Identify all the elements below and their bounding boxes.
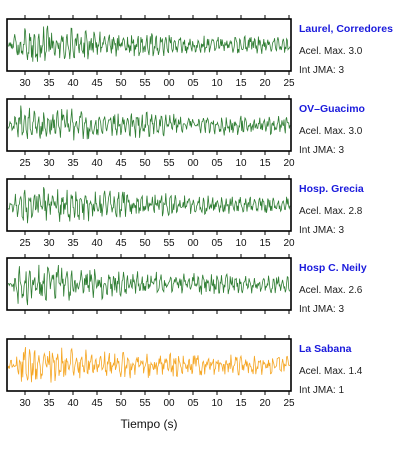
acel-max-label: Acel. Max. 2.8 <box>299 206 363 217</box>
tick-label: 40 <box>91 158 103 169</box>
tick-label: 20 <box>283 158 295 169</box>
panel-3: 25 30 35 40 45 50 55 00 05 10 15 20 Hosp. Grecia Acel… <box>6 175 364 249</box>
tick-label: 15 <box>235 78 247 89</box>
acel-max-label: Acel. Max. 1.4 <box>299 366 363 377</box>
tick-label: 10 <box>211 398 223 409</box>
station-name: OV–Guacimo <box>299 103 365 115</box>
panel-4: Hosp C. Neily Acel. Max. 2.6 Int JMA: 3 <box>6 254 367 315</box>
tick-label: 00 <box>163 78 175 89</box>
tick-label: 20 <box>283 238 295 249</box>
tick-label: 50 <box>139 238 151 249</box>
tick-label: 30 <box>43 158 55 169</box>
waveform-trace <box>7 105 291 141</box>
tick-label: 10 <box>211 78 223 89</box>
tick-label: 30 <box>43 238 55 249</box>
int-jma-label: Int JMA: 3 <box>299 304 344 315</box>
tick-label: 00 <box>187 158 199 169</box>
panel-frame <box>6 338 292 392</box>
tick-label: 25 <box>19 238 31 249</box>
station-name: Hosp. Grecia <box>299 183 364 195</box>
tick-label: 35 <box>67 238 79 249</box>
station-name: Hosp C. Neily <box>299 262 367 274</box>
tick-label: 30 <box>19 398 31 409</box>
tick-label: 50 <box>139 158 151 169</box>
tick-label: 40 <box>91 238 103 249</box>
tick-label: 20 <box>259 398 271 409</box>
tick-label: 10 <box>235 158 247 169</box>
tick-label: 25 <box>19 158 31 169</box>
tick-label: 40 <box>67 78 79 89</box>
acel-max-label: Acel. Max. 3.0 <box>299 46 363 57</box>
tick-label: 15 <box>235 398 247 409</box>
tick-label: 35 <box>43 78 55 89</box>
tick-label: 45 <box>91 78 103 89</box>
tick-label: 20 <box>259 78 271 89</box>
panel-frame <box>6 98 292 152</box>
tick-label: 15 <box>259 158 271 169</box>
tick-label: 35 <box>43 398 55 409</box>
tick-label: 35 <box>67 158 79 169</box>
acel-max-label: Acel. Max. 2.6 <box>299 285 363 296</box>
waveform-trace <box>8 264 291 306</box>
int-jma-label: Int JMA: 1 <box>299 385 344 396</box>
panels-group: 30 35 40 45 50 55 00 05 10 15 20 25 Laurel, Corredor… <box>6 15 393 409</box>
waveform-trace <box>7 187 291 224</box>
tick-label: 00 <box>163 398 175 409</box>
tick-label: 50 <box>115 78 127 89</box>
panel-frame <box>6 178 292 232</box>
tick-label: 05 <box>187 78 199 89</box>
panel-5: 30 35 40 45 50 55 00 05 10 15 20 25 La Sabana Acel. M… <box>6 335 363 409</box>
tick-label: 30 <box>19 78 31 89</box>
tick-label: 55 <box>139 398 151 409</box>
tick-label: 15 <box>259 238 271 249</box>
panel-frame <box>6 18 292 72</box>
panel-frame <box>6 257 292 311</box>
tick-label: 10 <box>235 238 247 249</box>
tick-label: 25 <box>283 398 295 409</box>
int-jma-label: Int JMA: 3 <box>299 225 344 236</box>
tick-label: 45 <box>115 238 127 249</box>
tick-label: 25 <box>283 78 295 89</box>
panel-2: 25 30 35 40 45 50 55 00 05 10 15 20 OV–Guacimo Acel. … <box>6 95 365 169</box>
tick-label: 55 <box>163 238 175 249</box>
waveform-trace <box>7 347 291 383</box>
station-name: La Sabana <box>299 343 352 355</box>
int-jma-label: Int JMA: 3 <box>299 145 344 156</box>
tick-label: 05 <box>187 398 199 409</box>
int-jma-label: Int JMA: 3 <box>299 65 344 76</box>
acel-max-label: Acel. Max. 3.0 <box>299 126 363 137</box>
tick-label: 05 <box>211 238 223 249</box>
panel-1: 30 35 40 45 50 55 00 05 10 15 20 25 Laurel, Corredor… <box>6 15 393 89</box>
tick-label: 55 <box>139 78 151 89</box>
tick-label: 45 <box>91 398 103 409</box>
x-axis-title: Tiempo (s) <box>121 417 178 431</box>
tick-label: 55 <box>163 158 175 169</box>
tick-label: 45 <box>115 158 127 169</box>
tick-label: 50 <box>115 398 127 409</box>
tick-label: 40 <box>67 398 79 409</box>
tick-label: 05 <box>211 158 223 169</box>
tick-label: 00 <box>187 238 199 249</box>
waveform-trace <box>7 25 291 62</box>
station-name: Laurel, Corredores <box>299 23 393 35</box>
